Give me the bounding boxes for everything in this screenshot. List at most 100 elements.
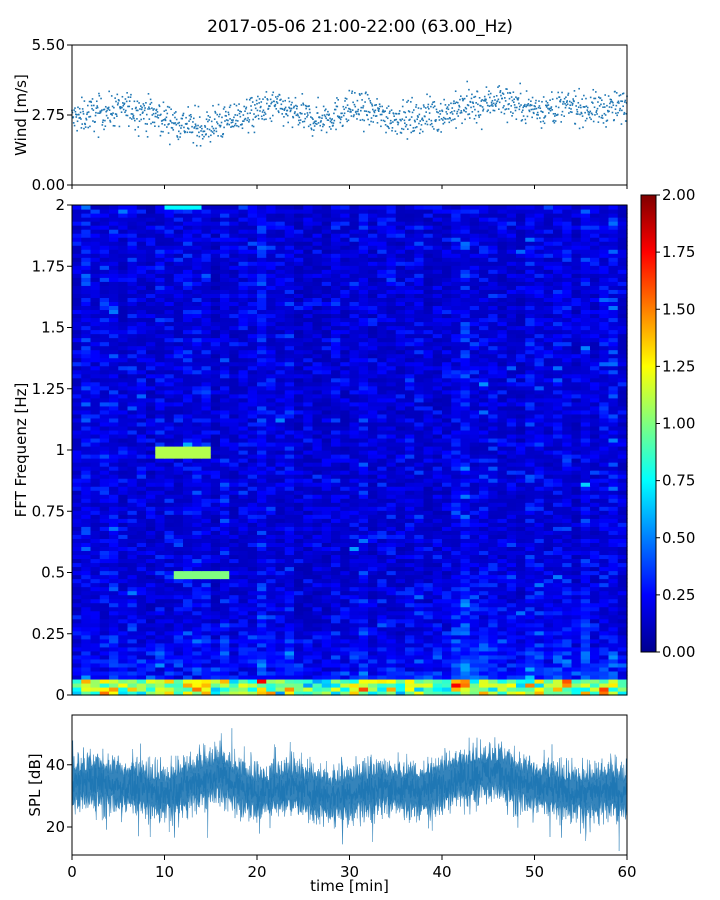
spectrogram-cell <box>183 586 193 592</box>
spectrogram-cell <box>321 470 332 475</box>
spectrogram-cell <box>109 538 119 543</box>
wind-point <box>153 121 156 124</box>
spectrogram-cell <box>294 490 304 495</box>
wind-point <box>430 122 433 125</box>
spectrogram-cell <box>506 678 517 684</box>
wind-point <box>317 122 320 124</box>
spectrogram-cell <box>81 542 92 547</box>
spectrogram-cell <box>220 578 230 584</box>
spectrogram-cell <box>127 546 138 552</box>
spectrogram-cell <box>488 594 499 600</box>
spectrogram-cell <box>118 522 129 527</box>
wind-point <box>522 115 525 117</box>
spectrogram-cell <box>266 550 277 556</box>
spectrogram-cell <box>405 638 415 644</box>
spectrogram-cell <box>395 474 406 479</box>
wind-point <box>269 105 271 107</box>
spectrogram-cell <box>210 606 221 612</box>
wind-point <box>553 119 555 122</box>
spectrogram-cell <box>506 566 517 572</box>
spectrogram-cell <box>562 582 573 588</box>
spectrogram-cell <box>580 486 591 491</box>
spectrogram-cell <box>81 482 92 487</box>
spectrogram-cell <box>183 598 193 604</box>
spectrogram-cell <box>534 494 545 499</box>
spectrogram-cell <box>368 534 378 539</box>
spectrogram-cell <box>469 462 480 467</box>
spectrogram-cell <box>99 454 110 459</box>
wind-point <box>92 109 95 111</box>
spectrogram-cell <box>349 622 360 628</box>
spectrogram-cell <box>201 450 212 455</box>
spectrogram-cell <box>118 670 129 676</box>
spectrogram-cell <box>90 630 101 636</box>
spectrogram-cell <box>525 662 536 668</box>
spectrogram-cell <box>146 570 156 576</box>
spectrogram-cell <box>321 626 332 632</box>
wind-point <box>593 97 595 100</box>
spectrogram-cell <box>72 638 82 644</box>
spectrogram-cell <box>460 458 471 463</box>
spectrogram-cell <box>109 478 119 483</box>
spectrogram-cell <box>72 458 82 463</box>
spectrogram-cell <box>423 478 434 483</box>
spectrogram-cell <box>118 642 129 648</box>
wind-point <box>236 114 239 117</box>
spectrogram-cell <box>312 638 323 644</box>
wind-point <box>431 125 434 128</box>
spectrogram-cell <box>469 534 480 539</box>
spectrogram-cell <box>617 506 628 511</box>
wind-point <box>507 108 510 110</box>
spectrogram-cell <box>460 562 471 568</box>
spectrogram-cell <box>118 462 129 467</box>
wind-point <box>603 103 605 105</box>
spectrogram-cell <box>414 538 425 543</box>
spectrogram-cell <box>266 490 277 495</box>
spectrogram-cell <box>247 594 258 600</box>
spectrogram-cell <box>543 582 554 588</box>
spectrogram-cell <box>488 610 499 616</box>
spectrogram-cell <box>294 654 304 660</box>
spectrogram-cell <box>460 666 471 672</box>
spectrogram-cell <box>497 534 508 539</box>
spectrogram-cell <box>599 650 610 656</box>
spectrogram-cell <box>608 494 619 499</box>
wind-point <box>207 115 210 117</box>
spectrogram-cell <box>442 634 452 640</box>
spectrogram-cell <box>516 646 526 652</box>
wind-point <box>415 126 418 128</box>
spectrogram-cell <box>266 450 277 455</box>
spectrogram-cell <box>386 674 397 680</box>
spectrogram-cell <box>405 462 415 467</box>
spectrogram-cell <box>312 574 323 580</box>
spectrogram-cell <box>358 662 369 668</box>
spectrogram-cell <box>81 498 92 503</box>
spectrogram-cell <box>275 658 286 664</box>
spectrogram-cell <box>358 458 369 463</box>
wind-point <box>289 110 292 113</box>
spectrogram-cell <box>321 510 332 515</box>
spectrogram-cell <box>562 486 573 491</box>
wind-point <box>439 113 442 115</box>
spectrogram-cell <box>543 666 554 672</box>
spectrogram-cell <box>590 518 600 523</box>
wind-point <box>215 127 217 130</box>
spectrogram-cell <box>238 518 249 523</box>
spectrogram-cell <box>312 670 323 676</box>
wind-point <box>251 124 254 127</box>
wind-point <box>245 98 248 101</box>
spectrogram-cell <box>155 530 166 535</box>
wind-point <box>245 106 248 109</box>
wind-point <box>136 100 139 103</box>
spectrogram-cell <box>432 670 443 676</box>
spectrogram-cell <box>358 466 369 471</box>
spectrogram-cell <box>460 546 471 552</box>
wind-point <box>492 102 495 105</box>
spectrogram-cell <box>331 578 341 584</box>
spectrogram-cell <box>90 650 101 656</box>
spectrogram-cell <box>506 506 517 511</box>
spectrogram-cell <box>294 450 304 455</box>
wind-point <box>142 117 145 120</box>
spectrogram-cell <box>432 586 443 592</box>
spectrogram-cell <box>516 486 526 491</box>
